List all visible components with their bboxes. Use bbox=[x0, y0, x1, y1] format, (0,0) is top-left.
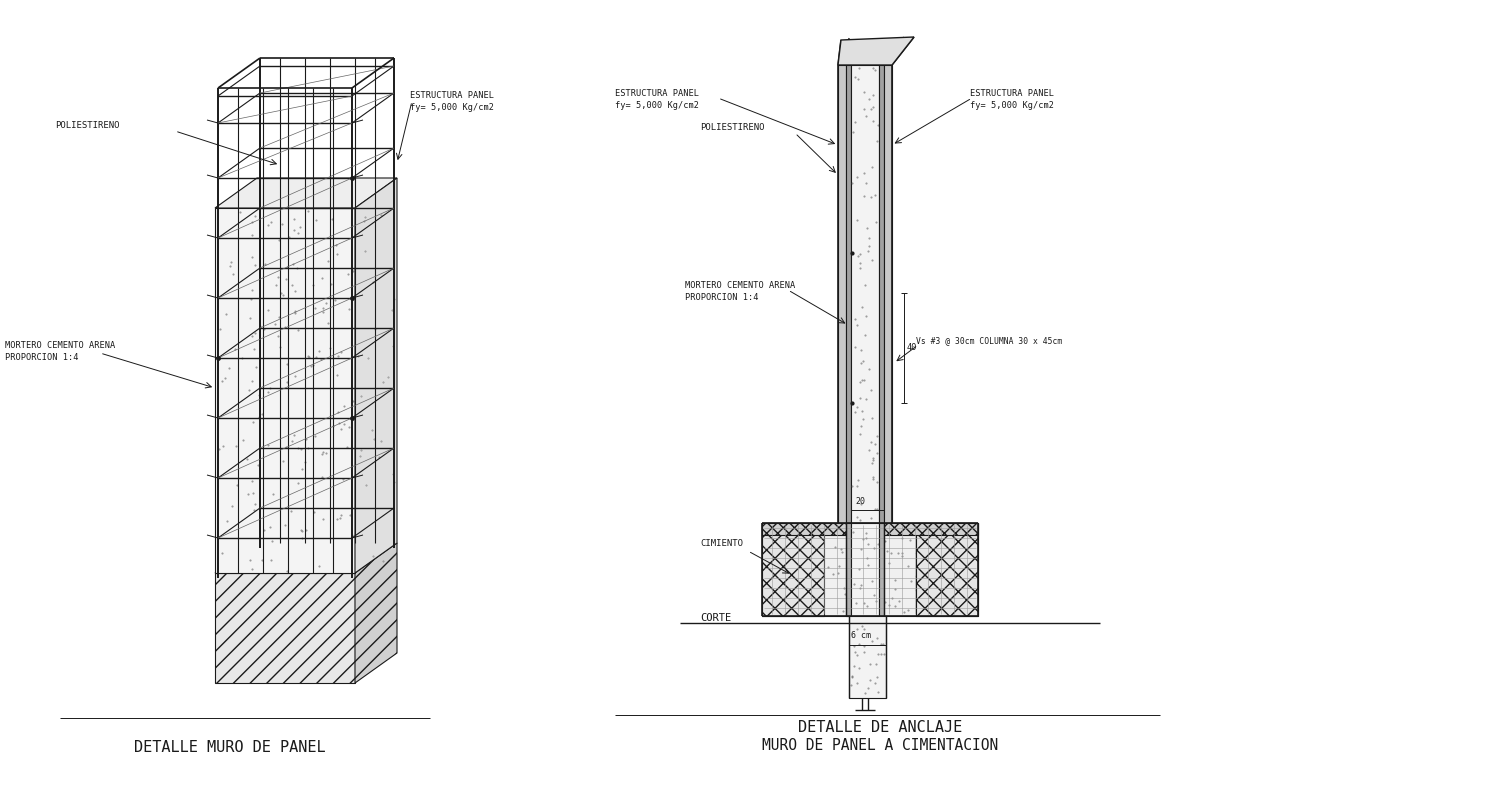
Text: 6 cm: 6 cm bbox=[851, 631, 870, 641]
Text: 40: 40 bbox=[906, 343, 917, 353]
Text: ESTRUCTURA PANEL: ESTRUCTURA PANEL bbox=[971, 89, 1055, 98]
Bar bbox=[915, 523, 978, 616]
Text: PROPORCION 1:4: PROPORCION 1:4 bbox=[4, 353, 78, 362]
Text: MORTERO CEMENTO ARENA: MORTERO CEMENTO ARENA bbox=[4, 340, 115, 350]
Text: MURO DE PANEL A CIMENTACION: MURO DE PANEL A CIMENTACION bbox=[762, 738, 998, 753]
Text: DETALLE MURO DE PANEL: DETALLE MURO DE PANEL bbox=[135, 741, 325, 756]
Bar bbox=[837, 65, 846, 523]
Bar bbox=[216, 208, 355, 573]
Bar bbox=[762, 523, 978, 535]
Text: CIMIENTO: CIMIENTO bbox=[700, 538, 743, 547]
Bar bbox=[884, 65, 891, 523]
Text: fy= 5,000 Kg/cm2: fy= 5,000 Kg/cm2 bbox=[616, 101, 700, 109]
Text: 20: 20 bbox=[855, 497, 864, 507]
Polygon shape bbox=[837, 37, 914, 65]
Bar bbox=[762, 523, 978, 616]
Bar bbox=[851, 65, 879, 523]
Text: PROPORCION 1:4: PROPORCION 1:4 bbox=[685, 293, 758, 301]
Bar bbox=[762, 523, 824, 616]
Bar bbox=[846, 65, 851, 523]
Text: CORTE: CORTE bbox=[700, 613, 731, 623]
Text: MORTERO CEMENTO ARENA: MORTERO CEMENTO ARENA bbox=[685, 281, 795, 289]
Polygon shape bbox=[216, 178, 397, 208]
Text: ESTRUCTURA PANEL: ESTRUCTURA PANEL bbox=[410, 90, 494, 99]
Bar bbox=[879, 65, 884, 523]
Bar bbox=[216, 573, 355, 683]
Text: POLIESTIRENO: POLIESTIRENO bbox=[700, 124, 764, 132]
Text: DETALLE DE ANCLAJE: DETALLE DE ANCLAJE bbox=[798, 721, 962, 735]
Text: fy= 5,000 Kg/cm2: fy= 5,000 Kg/cm2 bbox=[971, 101, 1055, 109]
Polygon shape bbox=[355, 543, 397, 683]
Bar bbox=[846, 523, 851, 616]
Text: ESTRUCTURA PANEL: ESTRUCTURA PANEL bbox=[616, 89, 700, 98]
Text: Vs #3 @ 30cm COLUMNA 30 x 45cm: Vs #3 @ 30cm COLUMNA 30 x 45cm bbox=[915, 336, 1062, 346]
Polygon shape bbox=[355, 178, 397, 573]
Text: POLIESTIRENO: POLIESTIRENO bbox=[55, 121, 120, 129]
Bar bbox=[851, 523, 879, 616]
Bar bbox=[879, 523, 884, 616]
Bar bbox=[849, 616, 885, 698]
Polygon shape bbox=[216, 543, 397, 573]
Text: fy= 5,000 Kg/cm2: fy= 5,000 Kg/cm2 bbox=[410, 102, 494, 112]
